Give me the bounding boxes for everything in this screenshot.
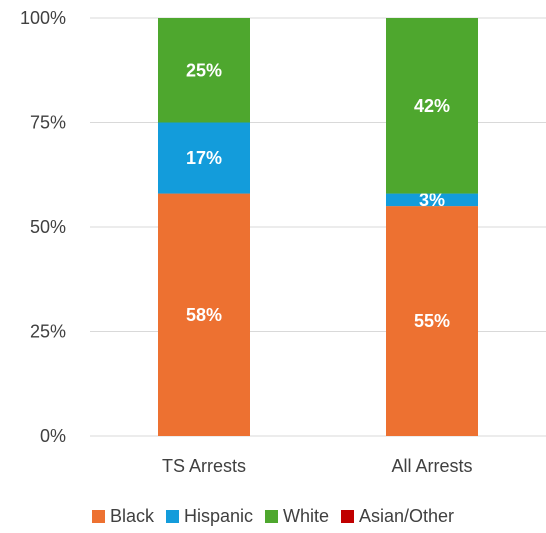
legend-swatch: [264, 510, 278, 523]
data-label: 42%: [414, 96, 450, 116]
bar-segment: [386, 206, 478, 436]
legend-label: Black: [109, 506, 154, 526]
y-tick-label: 75%: [30, 113, 66, 133]
stacked-bar-chart: 0% 25% 50% 75% 100% 58% 17% 25% TS Arrests 55% 3% 4…: [20, 8, 546, 476]
y-tick-label: 100%: [20, 8, 66, 28]
bar-segment: [386, 193, 478, 207]
y-tick-label: 0%: [40, 426, 66, 446]
x-category-label: TS Arrests: [162, 456, 246, 476]
y-tick-label: 50%: [30, 217, 66, 237]
y-tick-label: 25%: [30, 322, 66, 342]
legend-item: Hispanic: [165, 506, 253, 527]
data-label: 55%: [414, 311, 450, 331]
legend-label: White: [282, 506, 329, 526]
legend-label: Asian/Other: [359, 506, 455, 526]
legend-swatch: [165, 510, 179, 523]
data-label: 3%: [419, 190, 445, 210]
data-label: 17%: [186, 148, 222, 168]
bar-segment: [158, 18, 250, 123]
legend-swatch: [341, 510, 354, 523]
bar-segment: [158, 122, 250, 194]
x-category-label: All Arrests: [391, 456, 472, 476]
legend-item: Asian/Other: [341, 506, 454, 527]
bar-segment: [158, 193, 250, 436]
legend-item: White: [264, 506, 329, 527]
legend-swatch: [91, 510, 105, 523]
data-label: 58%: [186, 305, 222, 325]
bar-segment: [386, 18, 478, 194]
legend: Black Hispanic White Asian/Other: [0, 506, 546, 527]
data-label: 25%: [186, 60, 222, 80]
legend-label: Hispanic: [183, 506, 253, 526]
legend-item: Black: [91, 506, 154, 527]
